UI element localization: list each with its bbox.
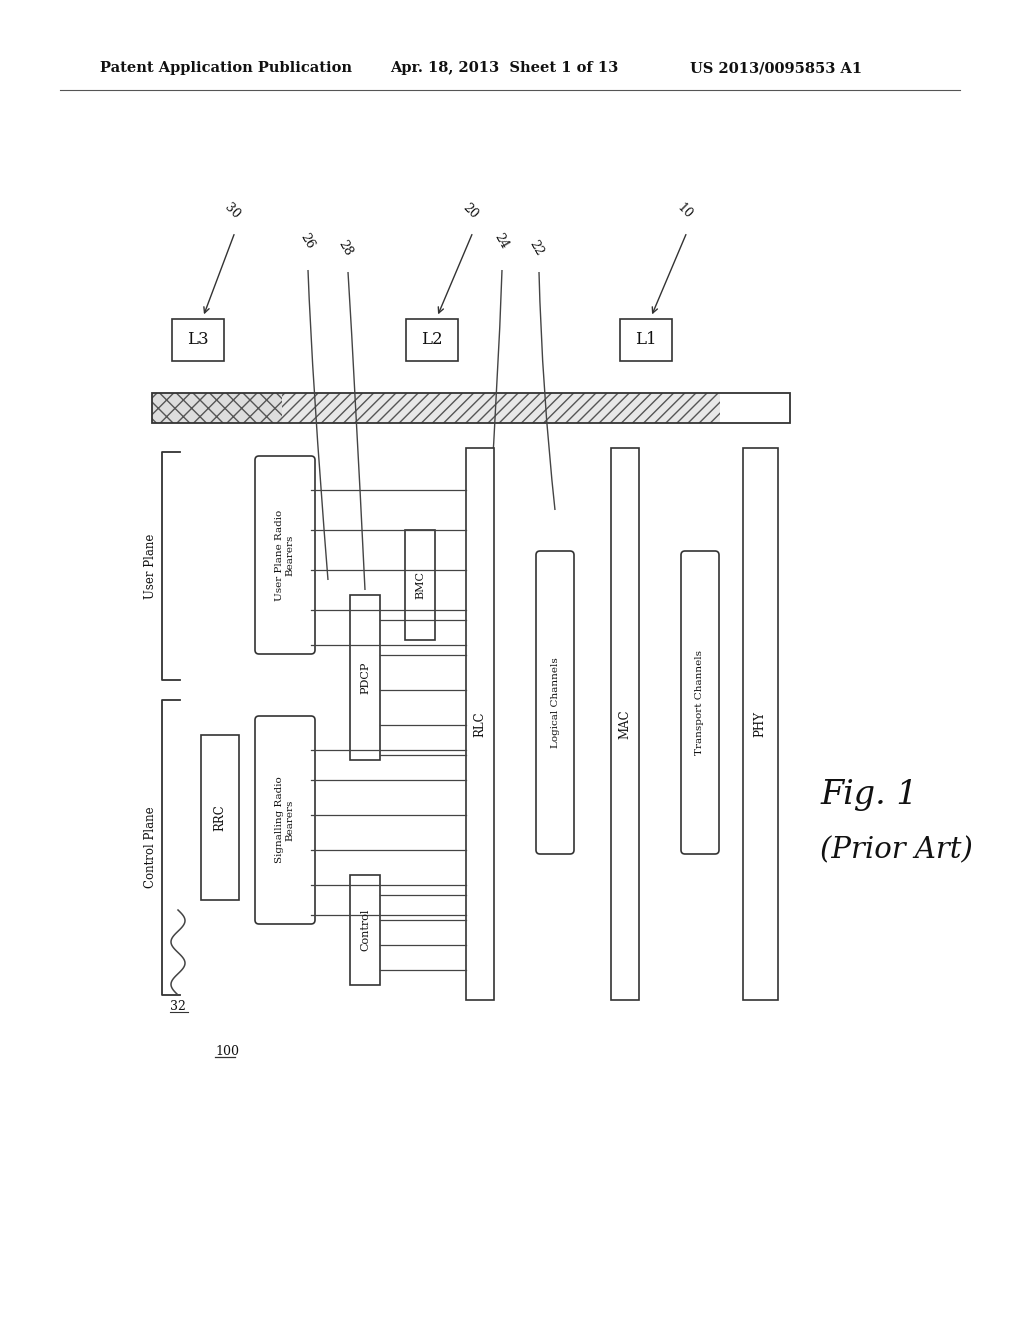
- Text: 32: 32: [170, 1001, 186, 1012]
- Text: Control: Control: [360, 908, 370, 952]
- Bar: [350, 875, 380, 985]
- Text: PDCP: PDCP: [360, 661, 370, 694]
- Text: MAC: MAC: [618, 709, 632, 739]
- Text: 22: 22: [527, 238, 546, 257]
- Text: Logical Channels: Logical Channels: [551, 657, 559, 748]
- Bar: [720, 393, 790, 422]
- Text: RRC: RRC: [213, 804, 226, 830]
- Bar: [350, 595, 380, 760]
- Text: L2: L2: [421, 331, 442, 348]
- Bar: [282, 393, 720, 422]
- Bar: [172, 319, 224, 360]
- Text: Fig. 1: Fig. 1: [820, 779, 918, 810]
- Text: 26: 26: [298, 231, 317, 251]
- Bar: [406, 319, 458, 360]
- Text: Apr. 18, 2013  Sheet 1 of 13: Apr. 18, 2013 Sheet 1 of 13: [390, 61, 618, 75]
- Text: 20: 20: [460, 201, 480, 220]
- Text: US 2013/0095853 A1: US 2013/0095853 A1: [690, 61, 862, 75]
- Text: 10: 10: [674, 201, 694, 220]
- Bar: [201, 735, 239, 900]
- Text: 28: 28: [336, 238, 355, 257]
- Text: PHY: PHY: [754, 711, 767, 737]
- Text: Control Plane: Control Plane: [143, 807, 157, 888]
- Bar: [611, 447, 639, 1001]
- Bar: [406, 531, 435, 640]
- Bar: [152, 393, 790, 422]
- FancyBboxPatch shape: [681, 550, 719, 854]
- Text: BMC: BMC: [415, 572, 425, 599]
- FancyBboxPatch shape: [536, 550, 574, 854]
- Text: L3: L3: [187, 331, 209, 348]
- Text: Signalling Radio
Bearers: Signalling Radio Bearers: [275, 776, 295, 863]
- Bar: [466, 447, 494, 1001]
- Text: 30: 30: [222, 201, 243, 220]
- Bar: [152, 393, 282, 422]
- Text: RLC: RLC: [473, 711, 486, 737]
- FancyBboxPatch shape: [255, 715, 315, 924]
- Text: User Plane: User Plane: [143, 533, 157, 599]
- FancyBboxPatch shape: [255, 455, 315, 653]
- Bar: [620, 319, 672, 360]
- Text: User Plane Radio
Bearers: User Plane Radio Bearers: [275, 510, 295, 601]
- Text: (Prior Art): (Prior Art): [820, 836, 973, 865]
- Bar: [742, 447, 777, 1001]
- Text: 100: 100: [215, 1045, 239, 1059]
- Text: Patent Application Publication: Patent Application Publication: [100, 61, 352, 75]
- Text: Transport Channels: Transport Channels: [695, 649, 705, 755]
- Text: 24: 24: [492, 231, 511, 251]
- Text: L1: L1: [635, 331, 656, 348]
